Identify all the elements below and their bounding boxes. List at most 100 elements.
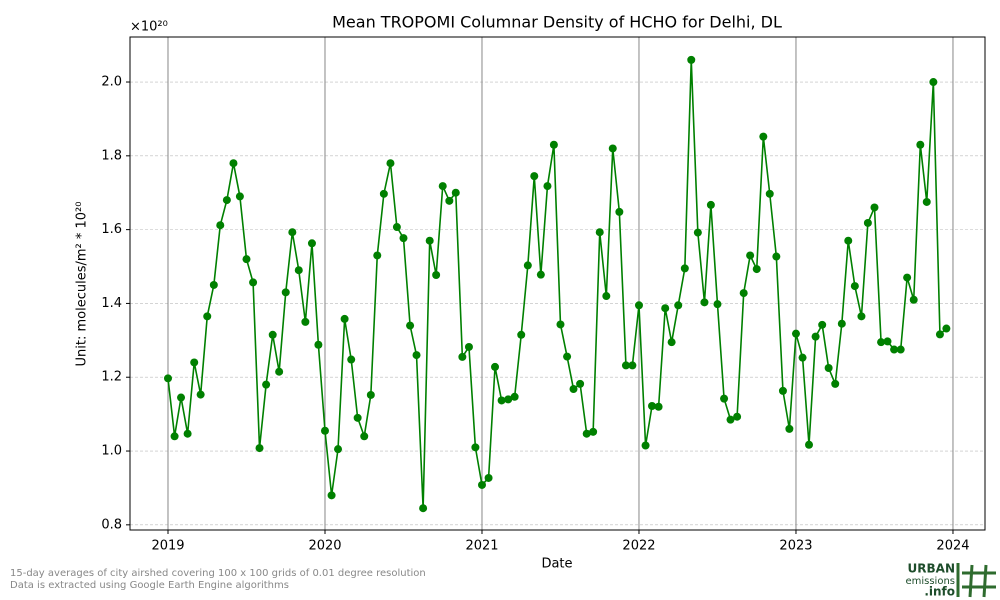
data-point — [765, 189, 774, 198]
data-point — [216, 221, 225, 230]
data-point — [229, 159, 238, 168]
data-point — [379, 189, 388, 198]
data-point — [733, 412, 742, 421]
data-point — [484, 473, 493, 482]
y-tick-label: 1.4 — [101, 296, 122, 311]
y-tick-label: 1.6 — [101, 222, 122, 237]
data-point — [327, 491, 336, 500]
data-point — [406, 321, 415, 330]
data-point — [504, 395, 513, 404]
data-point — [641, 441, 650, 450]
data-point — [510, 392, 519, 401]
data-point — [576, 379, 585, 388]
data-point — [536, 270, 545, 279]
data-point — [307, 239, 316, 248]
data-point — [890, 345, 899, 354]
data-point — [177, 393, 186, 402]
data-point — [608, 144, 617, 153]
data-point — [693, 228, 702, 237]
data-point — [569, 385, 578, 394]
data-point — [543, 182, 552, 191]
data-point — [386, 159, 395, 168]
data-point — [863, 218, 872, 227]
data-point — [648, 402, 657, 411]
data-point — [916, 140, 925, 149]
data-point — [183, 429, 192, 438]
data-point — [353, 413, 362, 422]
data-point — [615, 207, 624, 216]
data-point — [595, 228, 604, 237]
data-point — [824, 364, 833, 373]
data-point — [791, 329, 800, 338]
y-tick-label: 0.8 — [101, 517, 122, 532]
data-point — [222, 196, 231, 205]
logo-text: emissions — [905, 576, 955, 587]
data-point — [419, 504, 428, 513]
data-point — [334, 445, 343, 454]
data-point — [209, 280, 218, 289]
data-point — [366, 390, 375, 399]
data-point — [877, 338, 886, 347]
chart-title: Mean TROPOMI Columnar Density of HCHO fo… — [332, 13, 782, 32]
data-point — [850, 282, 859, 291]
data-point — [464, 342, 473, 351]
data-point — [425, 236, 434, 245]
data-point — [870, 203, 879, 212]
data-point — [634, 301, 643, 310]
data-point — [255, 444, 264, 453]
data-point — [196, 390, 205, 399]
data-point — [942, 324, 951, 333]
data-point — [314, 340, 323, 349]
data-point — [805, 440, 814, 449]
data-point — [903, 273, 912, 282]
data-point — [726, 415, 735, 424]
data-point — [438, 182, 447, 191]
data-point — [922, 197, 931, 206]
data-point — [458, 352, 467, 361]
data-point — [674, 301, 683, 310]
data-point — [844, 236, 853, 245]
data-point — [477, 480, 486, 489]
data-point — [170, 432, 179, 441]
data-point — [602, 292, 611, 301]
y-offset-label: ×10²⁰ — [130, 20, 168, 35]
data-point — [909, 295, 918, 304]
data-point — [275, 367, 284, 376]
data-point — [320, 426, 329, 435]
logo-text: .info — [924, 585, 955, 599]
data-point — [700, 298, 709, 307]
y-tick-label: 2.0 — [101, 75, 122, 90]
logo-mark — [956, 563, 996, 598]
data-point — [667, 338, 676, 347]
data-point — [451, 188, 460, 197]
data-point — [445, 196, 454, 205]
data-point — [190, 358, 199, 367]
data-point — [837, 319, 846, 328]
y-tick-label: 1.2 — [101, 370, 122, 385]
logo: URBAN emissions .info — [905, 562, 996, 599]
data-point — [687, 55, 696, 64]
data-point — [497, 396, 506, 405]
y-tick-label: 1.0 — [101, 444, 122, 459]
data-point — [262, 380, 271, 389]
data-point — [491, 362, 500, 371]
data-point — [523, 261, 532, 270]
data-point — [242, 255, 251, 264]
plot-frame — [129, 36, 986, 531]
x-axis-label: Date — [541, 557, 572, 572]
data-point — [752, 265, 761, 274]
data-line — [167, 59, 947, 509]
data-point — [589, 427, 598, 436]
x-tick-label: 2023 — [779, 539, 812, 554]
data-point — [785, 424, 794, 433]
data-point — [831, 379, 840, 388]
data-point — [654, 402, 663, 411]
data-point — [621, 361, 630, 370]
logo-text: URBAN — [908, 562, 955, 576]
x-tick-label: 2020 — [308, 539, 341, 554]
x-tick-label: 2022 — [622, 539, 655, 554]
data-point — [249, 278, 258, 287]
data-point — [549, 140, 558, 149]
x-tick-label: 2019 — [151, 539, 184, 554]
